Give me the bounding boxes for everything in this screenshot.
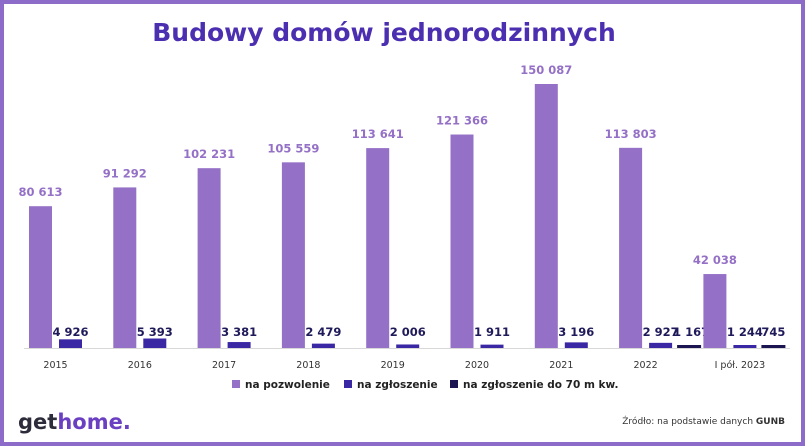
data-label-pozwolenie-4: 113 641 [352, 127, 404, 141]
data-label-zgloszenie-0: 4 926 [52, 325, 88, 339]
source-bold: GUNB [755, 417, 785, 427]
legend-label-1: na zgłoszenie [357, 379, 438, 391]
bar-pozwolenie-7 [619, 147, 643, 348]
bar-zgloszenie-3 [311, 343, 335, 348]
x-tick-label-6: 2021 [549, 360, 573, 371]
x-tick-label-8: I pół. 2023 [715, 360, 766, 371]
data-label-pozwolenie-7: 113 803 [605, 127, 657, 141]
bar-zgloszenie-7 [649, 342, 673, 348]
data-label-pozwolenie-1: 91 292 [103, 166, 147, 180]
bar-zgloszenie-70-7 [677, 345, 702, 348]
bar-pozwolenie-4 [366, 148, 390, 348]
data-label-zgloszenie-3: 2 479 [305, 325, 341, 339]
bar-zgloszenie-70-8 [761, 345, 786, 348]
bar-zgloszenie-4 [396, 344, 420, 348]
bar-pozwolenie-5 [450, 134, 474, 348]
x-tick-label-3: 2018 [296, 360, 320, 371]
logo-get: get [18, 410, 58, 434]
data-label-pozwolenie-8: 42 038 [693, 253, 737, 267]
chart-title: Budowy domów jednorodzinnych [152, 18, 616, 47]
x-tick-label-2: 2017 [212, 360, 236, 371]
data-label-zgloszenie-6: 3 196 [558, 325, 594, 339]
x-tick-label-4: 2019 [381, 360, 405, 371]
data-label-zgloszenie-4: 2 006 [390, 325, 426, 339]
legend-swatch-1 [344, 380, 352, 388]
bar-zgloszenie-2 [227, 342, 251, 348]
bar-zgloszenie-6 [564, 342, 588, 348]
x-tick-label-0: 2015 [43, 360, 67, 371]
data-label-pozwolenie-2: 102 231 [183, 147, 235, 161]
source-note: Źródło: na podstawie danych GUNB [622, 417, 785, 427]
bar-pozwolenie-1 [113, 187, 137, 348]
bar-pozwolenie-0 [29, 206, 52, 348]
data-label-zgloszenie-70-7: 1 167 [673, 325, 709, 339]
legend-label-2: na zgłoszenie do 70 m kw. [463, 379, 619, 391]
frame-bottom-border [0, 442, 805, 446]
source-prefix: Źródło: na podstawie danych [622, 417, 754, 427]
legend-swatch-0 [232, 380, 240, 388]
data-label-zgloszenie-1: 5 393 [137, 325, 173, 339]
logo-home: home. [57, 410, 131, 434]
legend-label-0: na pozwolenie [245, 379, 330, 391]
bar-zgloszenie-0 [59, 339, 82, 348]
data-label-pozwolenie-3: 105 559 [267, 141, 319, 155]
legend-swatch-2 [450, 380, 458, 388]
x-tick-label-1: 2016 [128, 360, 152, 371]
data-label-zgloszenie-2: 3 381 [221, 325, 257, 339]
bar-pozwolenie-3 [281, 162, 305, 348]
data-label-pozwolenie-6: 150 087 [520, 63, 572, 77]
data-label-pozwolenie-0: 80 613 [18, 185, 62, 199]
data-label-zgloszenie-7: 2 927 [643, 325, 679, 339]
bar-pozwolenie-6 [534, 84, 558, 348]
data-label-zgloszenie-5: 1 911 [474, 325, 510, 339]
x-tick-label-5: 2020 [465, 360, 489, 371]
bar-zgloszenie-8 [733, 345, 757, 348]
x-tick-label-7: 2022 [634, 360, 658, 371]
bar-zgloszenie-1 [143, 338, 167, 348]
data-label-zgloszenie-70-8: 745 [761, 325, 785, 339]
data-label-pozwolenie-5: 121 366 [436, 114, 488, 128]
bar-zgloszenie-5 [480, 344, 504, 348]
bar-pozwolenie-2 [197, 168, 221, 348]
gethome-logo: gethome. [18, 410, 131, 434]
bar-pozwolenie-8 [703, 274, 727, 348]
data-label-zgloszenie-8: 1 244 [727, 325, 763, 339]
